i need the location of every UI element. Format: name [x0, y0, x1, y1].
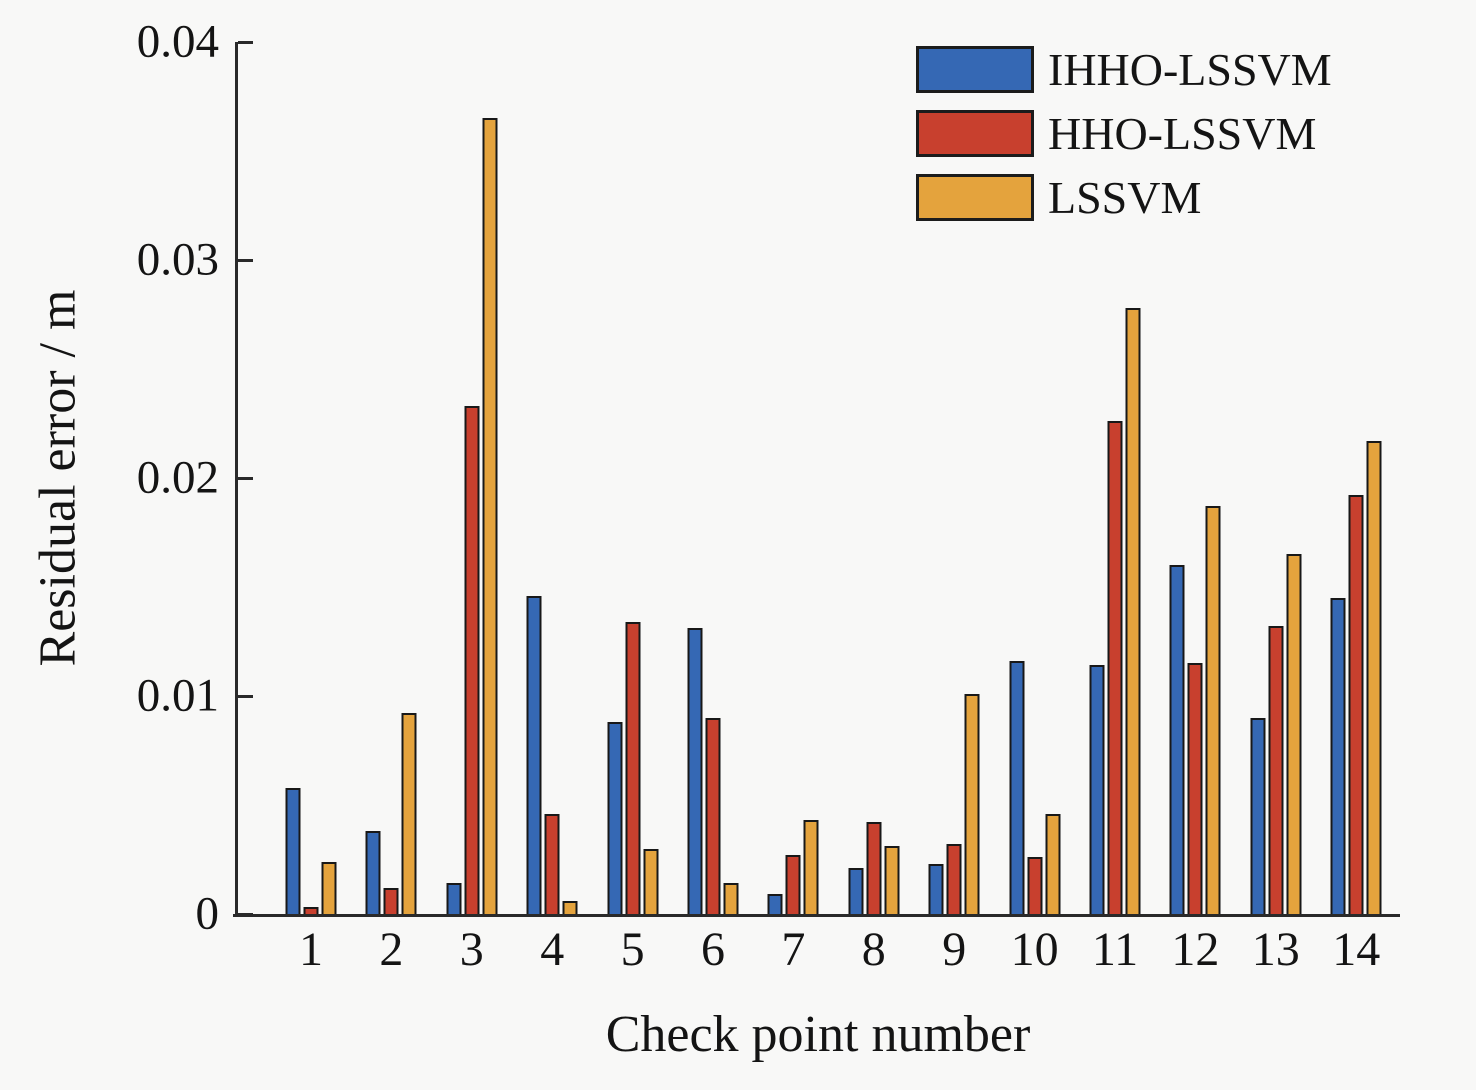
bar-hho-lssvm	[946, 844, 962, 914]
legend-item-hho-lssvm: HHO-LSSVM	[916, 110, 1332, 157]
bar-hho-lssvm	[705, 718, 721, 914]
bar-group-4	[526, 596, 578, 914]
bar-hho-lssvm	[625, 622, 641, 914]
bar-group-6	[687, 628, 739, 914]
y-tick	[238, 258, 253, 262]
bar-group-8	[848, 822, 900, 914]
x-tick-label: 2	[379, 923, 404, 976]
legend-item-lssvm: LSSVM	[916, 174, 1332, 221]
bar-lssvm	[562, 901, 578, 914]
legend-label-lssvm: LSSVM	[1048, 171, 1202, 223]
y-tick-label: 0	[195, 887, 220, 940]
bar-lssvm	[803, 820, 819, 914]
bar-ihho-lssvm	[607, 722, 623, 914]
bar-group-7	[767, 820, 819, 914]
bar-group-3	[446, 118, 498, 914]
y-tick-label: 0.02	[136, 451, 219, 504]
bar-lssvm	[321, 862, 337, 914]
y-tick-label: 0.03	[136, 233, 219, 286]
bar-hho-lssvm	[1187, 663, 1203, 914]
bar-lssvm	[964, 694, 980, 914]
plot-area: 0 0.01 0.02 0.03 0.04 1 2 3 4 5 6 7 8 9 10 11 12 13 14	[137, 18, 1400, 974]
y-tick	[238, 40, 253, 44]
bar-lssvm	[401, 713, 417, 914]
bar-ihho-lssvm	[285, 788, 301, 914]
y-axis-line	[235, 42, 238, 914]
legend: IHHO-LSSVM HHO-LSSVM LSSVM	[916, 46, 1332, 221]
bar-group-13	[1250, 554, 1302, 914]
x-tick-label: 8	[861, 923, 886, 976]
x-axis-title: Check point number	[605, 1006, 1031, 1063]
bar-lssvm	[482, 118, 498, 914]
bar-hho-lssvm	[866, 822, 882, 914]
y-tick	[238, 476, 253, 480]
x-tick-label: 13	[1251, 923, 1300, 976]
bar-ihho-lssvm	[1169, 565, 1185, 914]
bar-hho-lssvm	[1268, 626, 1284, 914]
legend-swatch-hho-lssvm	[916, 110, 1034, 157]
bar-hho-lssvm	[1027, 857, 1043, 914]
bar-group-9	[928, 694, 980, 914]
x-tick-label: 7	[781, 923, 806, 976]
bar-ihho-lssvm	[1330, 598, 1346, 914]
bar-hho-lssvm	[464, 406, 480, 914]
y-tick	[238, 694, 253, 698]
bar-ihho-lssvm	[687, 628, 703, 914]
bar-ihho-lssvm	[365, 831, 381, 914]
bar-lssvm	[884, 846, 900, 914]
bar-lssvm	[643, 849, 659, 914]
bar-lssvm	[1125, 308, 1141, 914]
x-tick-label: 9	[942, 923, 967, 976]
bar-ihho-lssvm	[928, 864, 944, 914]
x-tick-label: 14	[1332, 923, 1381, 976]
legend-label-hho-lssvm: HHO-LSSVM	[1048, 107, 1317, 159]
bar-hho-lssvm	[303, 907, 319, 914]
x-axis-line	[233, 914, 1400, 917]
bar-lssvm	[1045, 814, 1061, 914]
bar-lssvm	[1366, 441, 1382, 914]
x-tick-label: 12	[1171, 923, 1220, 976]
bar-group-2	[365, 713, 417, 914]
legend-swatch-lssvm	[916, 174, 1034, 221]
x-tick-label: 1	[299, 923, 323, 976]
bar-hho-lssvm	[544, 814, 560, 914]
bar-group-12	[1169, 506, 1221, 914]
legend-swatch-ihho-lssvm	[916, 46, 1034, 93]
y-tick-label: 0.01	[136, 669, 219, 722]
bar-group-14	[1330, 441, 1382, 914]
bar-ihho-lssvm	[1250, 718, 1266, 914]
bar-hho-lssvm	[1348, 495, 1364, 914]
x-tick-label: 4	[540, 923, 565, 976]
bar-hho-lssvm	[383, 888, 399, 914]
x-tick-label: 6	[701, 923, 725, 976]
bar-ihho-lssvm	[767, 894, 783, 914]
x-tick-label: 10	[1010, 923, 1059, 976]
legend-label-ihho-lssvm: IHHO-LSSVM	[1048, 43, 1332, 95]
bar-hho-lssvm	[785, 855, 801, 914]
x-tick-label: 3	[459, 923, 484, 976]
bar-group-11	[1089, 308, 1141, 914]
bar-group-5	[607, 622, 659, 914]
bar-lssvm	[723, 883, 739, 914]
x-tick-label: 5	[620, 923, 645, 976]
y-tick-label: 0.04	[136, 15, 219, 68]
y-axis-title: Residual error / m	[29, 289, 87, 667]
bar-lssvm	[1286, 554, 1302, 914]
bar-ihho-lssvm	[1009, 661, 1025, 914]
bar-lssvm	[1205, 506, 1221, 914]
x-tick-label: 11	[1091, 923, 1139, 976]
bar-ihho-lssvm	[526, 596, 542, 914]
legend-item-ihho-lssvm: IHHO-LSSVM	[916, 46, 1332, 93]
bar-ihho-lssvm	[848, 868, 864, 914]
bar-ihho-lssvm	[1089, 665, 1105, 914]
bar-hho-lssvm	[1107, 421, 1123, 914]
bar-group-1	[285, 788, 337, 914]
bar-group-10	[1009, 661, 1061, 914]
y-tick	[238, 912, 253, 916]
bar-ihho-lssvm	[446, 883, 462, 914]
